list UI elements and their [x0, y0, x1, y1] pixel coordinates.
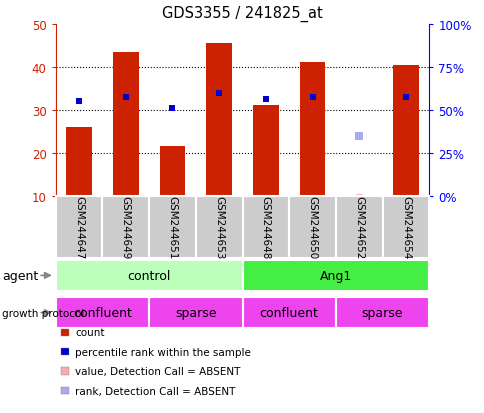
- Text: GSM244652: GSM244652: [353, 195, 363, 259]
- Text: growth protocol: growth protocol: [2, 308, 85, 318]
- Text: rank, Detection Call = ABSENT: rank, Detection Call = ABSENT: [75, 386, 235, 396]
- Bar: [335, 196, 382, 258]
- Text: GSM244651: GSM244651: [167, 195, 177, 259]
- Bar: [335, 297, 428, 329]
- Bar: [288, 196, 335, 258]
- Text: sparse: sparse: [361, 306, 403, 319]
- Bar: [56, 260, 242, 292]
- Bar: [149, 196, 196, 258]
- Bar: [242, 196, 288, 258]
- Bar: [56, 196, 102, 258]
- Text: confluent: confluent: [259, 306, 318, 319]
- Bar: [102, 196, 149, 258]
- Text: percentile rank within the sample: percentile rank within the sample: [75, 347, 251, 357]
- Text: confluent: confluent: [73, 306, 132, 319]
- Title: GDS3355 / 241825_at: GDS3355 / 241825_at: [162, 6, 322, 22]
- Text: GSM244653: GSM244653: [214, 195, 224, 259]
- Bar: [392, 66, 418, 196]
- Bar: [113, 52, 138, 196]
- Text: GSM244654: GSM244654: [400, 195, 410, 259]
- Bar: [382, 196, 428, 258]
- Bar: [66, 128, 92, 196]
- Bar: [299, 63, 325, 196]
- Text: agent: agent: [2, 269, 39, 282]
- Text: GSM244647: GSM244647: [74, 195, 84, 259]
- Bar: [206, 44, 231, 196]
- Bar: [355, 194, 362, 196]
- Bar: [149, 297, 242, 329]
- Text: control: control: [127, 269, 170, 282]
- Text: GSM244649: GSM244649: [121, 195, 131, 259]
- Bar: [253, 106, 278, 196]
- Text: value, Detection Call = ABSENT: value, Detection Call = ABSENT: [75, 366, 240, 376]
- Bar: [196, 196, 242, 258]
- Bar: [242, 260, 428, 292]
- Text: GSM244648: GSM244648: [260, 195, 270, 259]
- Bar: [56, 297, 149, 329]
- Bar: [159, 147, 185, 196]
- Bar: [242, 297, 335, 329]
- Text: Ang1: Ang1: [319, 269, 351, 282]
- Text: GSM244650: GSM244650: [307, 196, 317, 259]
- Text: sparse: sparse: [175, 306, 216, 319]
- Text: count: count: [75, 328, 105, 337]
